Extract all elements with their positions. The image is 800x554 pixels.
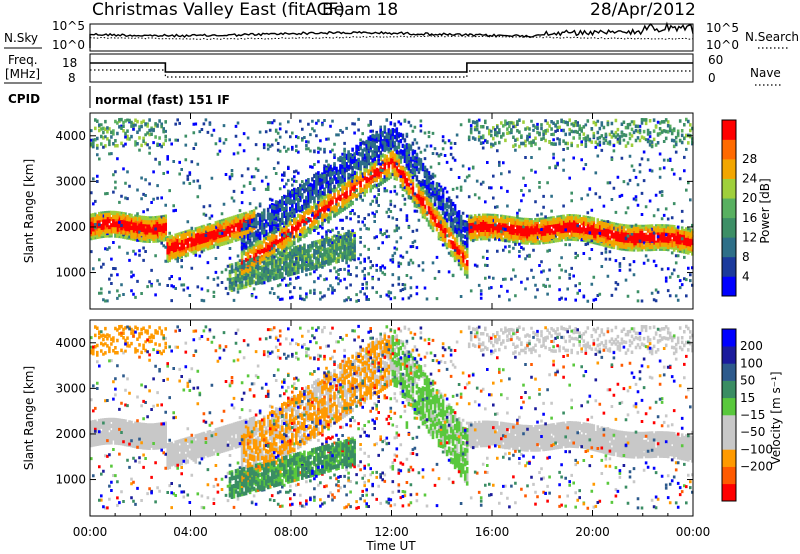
colorbar-tick-label: 28: [742, 152, 757, 166]
colorbar-cell: [722, 397, 736, 416]
noise-panel: N.Sky 10^5 10^0 10^5 10^0 N.Search: [4, 19, 799, 52]
velocity-yticks: 1000 2000 3000 4000: [55, 336, 693, 487]
y-tick-label: 2000: [55, 220, 86, 234]
velocity-colorbar-label: Velocity [m s⁻¹]: [769, 371, 783, 464]
velocity-colorbar: 200 100 50 15 −15 −50 −100 −200: [721, 328, 773, 502]
velocity-panel: 1000 2000 3000 4000 Slant Range [km] 200 100…: [22, 319, 783, 517]
x-axis-label: Time UT: [365, 539, 416, 553]
colorbar-cell: [722, 178, 736, 199]
nave-dotted-line: [90, 69, 693, 78]
x-tick-label: 08:00: [274, 525, 309, 539]
colorbar-tick-label: 4: [742, 269, 750, 283]
freq-unit: [MHz]: [5, 67, 40, 81]
noise-right-tick-top: 10^5: [706, 21, 739, 35]
y-tick-label: 3000: [55, 174, 86, 188]
colorbar-tick-label: −50: [740, 425, 765, 439]
scatter-cells: [90, 118, 694, 302]
nave-tick-top: 60: [708, 53, 723, 67]
scatter-cells: [94, 325, 674, 509]
colorbar-cell: [722, 198, 736, 219]
colorbar-cell: [722, 256, 736, 277]
noise-right-tick-bottom: 10^0: [706, 38, 739, 52]
noise-left-tick-top: 10^5: [52, 19, 85, 33]
beam-label: Beam 18: [322, 0, 398, 20]
colorbar-cell: [722, 120, 736, 140]
nsearch-label: N.Search: [745, 30, 799, 44]
scatter-cells: [90, 325, 686, 510]
colorbar-tick-label: −15: [740, 408, 765, 422]
x-tick-label: 20:00: [575, 525, 610, 539]
x-tick-label: 16:00: [475, 525, 510, 539]
x-tick-label: 12:00: [374, 525, 409, 539]
colorbar-cell: [722, 466, 736, 485]
freq-label: Freq.: [8, 53, 38, 67]
colorbar-tick-label: 12: [742, 230, 757, 244]
nave-label: Nave: [750, 66, 781, 80]
colorbar-cell: [722, 217, 736, 238]
colorbar-cell: [722, 276, 736, 297]
power-yticks: 1000 2000 3000 4000: [55, 129, 693, 280]
y-tick-label: 1000: [55, 266, 86, 280]
colorbar-frame: [721, 119, 737, 297]
y-tick-label: 1000: [55, 473, 86, 487]
colorbar-cell: [722, 432, 736, 450]
x-tick-label: 00:00: [73, 525, 108, 539]
scatter-cells: [90, 117, 694, 303]
noise-left-tick-bottom: 10^0: [52, 38, 85, 52]
power-colorbar: 4 8 12 16 20 24 28: [721, 119, 757, 297]
colorbar-frame: [721, 328, 737, 502]
colorbar-tick-label: 100: [740, 356, 763, 370]
velocity-data: [90, 324, 694, 510]
station-title: Christmas Valley East (fitACF): [92, 0, 345, 20]
date-label: 28/Apr/2012: [590, 0, 696, 20]
power-data: [90, 117, 694, 303]
y-tick-label: 4000: [55, 129, 86, 143]
freq-tick-top: 18: [62, 56, 77, 70]
power-ylabel: Slant Range [km]: [22, 159, 36, 263]
scatter-cells: [90, 324, 694, 510]
colorbar-cell: [722, 346, 736, 364]
colorbar-cell: [722, 139, 736, 160]
power-panel: 1000 2000 3000 4000 Slant Range [km] 4 8 12 16…: [22, 112, 772, 310]
noise-sky-line: [89, 21, 694, 48]
velocity-ylabel: Slant Range [km]: [22, 366, 36, 470]
noise-search-line: [89, 35, 694, 40]
colorbar-cell: [722, 159, 736, 179]
freq-tick-bottom: 8: [68, 71, 76, 85]
colorbar-tick-label: −200: [740, 460, 773, 474]
frequency-panel: Freq. [MHz] 18 8 60 0 Nave: [4, 53, 782, 86]
y-tick-label: 4000: [55, 336, 86, 350]
y-tick-label: 3000: [55, 381, 86, 395]
x-tick-label: 00:00: [676, 525, 711, 539]
colorbar-tick-label: 24: [742, 172, 757, 186]
frequency-step-line: [90, 62, 693, 73]
cpid-label: CPID: [8, 92, 40, 106]
x-tick-label: 04:00: [173, 525, 208, 539]
colorbar-tick-label: 20: [742, 191, 757, 205]
nave-tick-bottom: 0: [708, 71, 716, 85]
colorbar-tick-label: −100: [740, 442, 773, 456]
colorbar-tick-label: 16: [742, 211, 757, 225]
colorbar-tick-label: 200: [740, 339, 763, 353]
colorbar-cell: [722, 449, 736, 467]
y-tick-label: 2000: [55, 427, 86, 441]
colorbar-tick-label: 8: [742, 250, 750, 264]
colorbar-cell: [722, 363, 736, 381]
nsky-label: N.Sky: [4, 31, 38, 45]
colorbar-tick-label: 15: [740, 391, 755, 405]
colorbar-cell: [722, 483, 736, 502]
power-colorbar-label: Power [dB]: [758, 178, 772, 243]
colorbar-cell: [722, 237, 736, 258]
cpid-value: normal (fast) 151 IF: [95, 93, 230, 107]
colorbar-cell: [722, 329, 736, 347]
colorbar-cell: [722, 415, 736, 433]
colorbar-tick-label: 50: [740, 374, 755, 388]
colorbar-cell: [722, 380, 736, 399]
x-axis-ticks: 00:00 04:00 08:00 12:00 16:00 20:00 00:00: [73, 113, 711, 539]
